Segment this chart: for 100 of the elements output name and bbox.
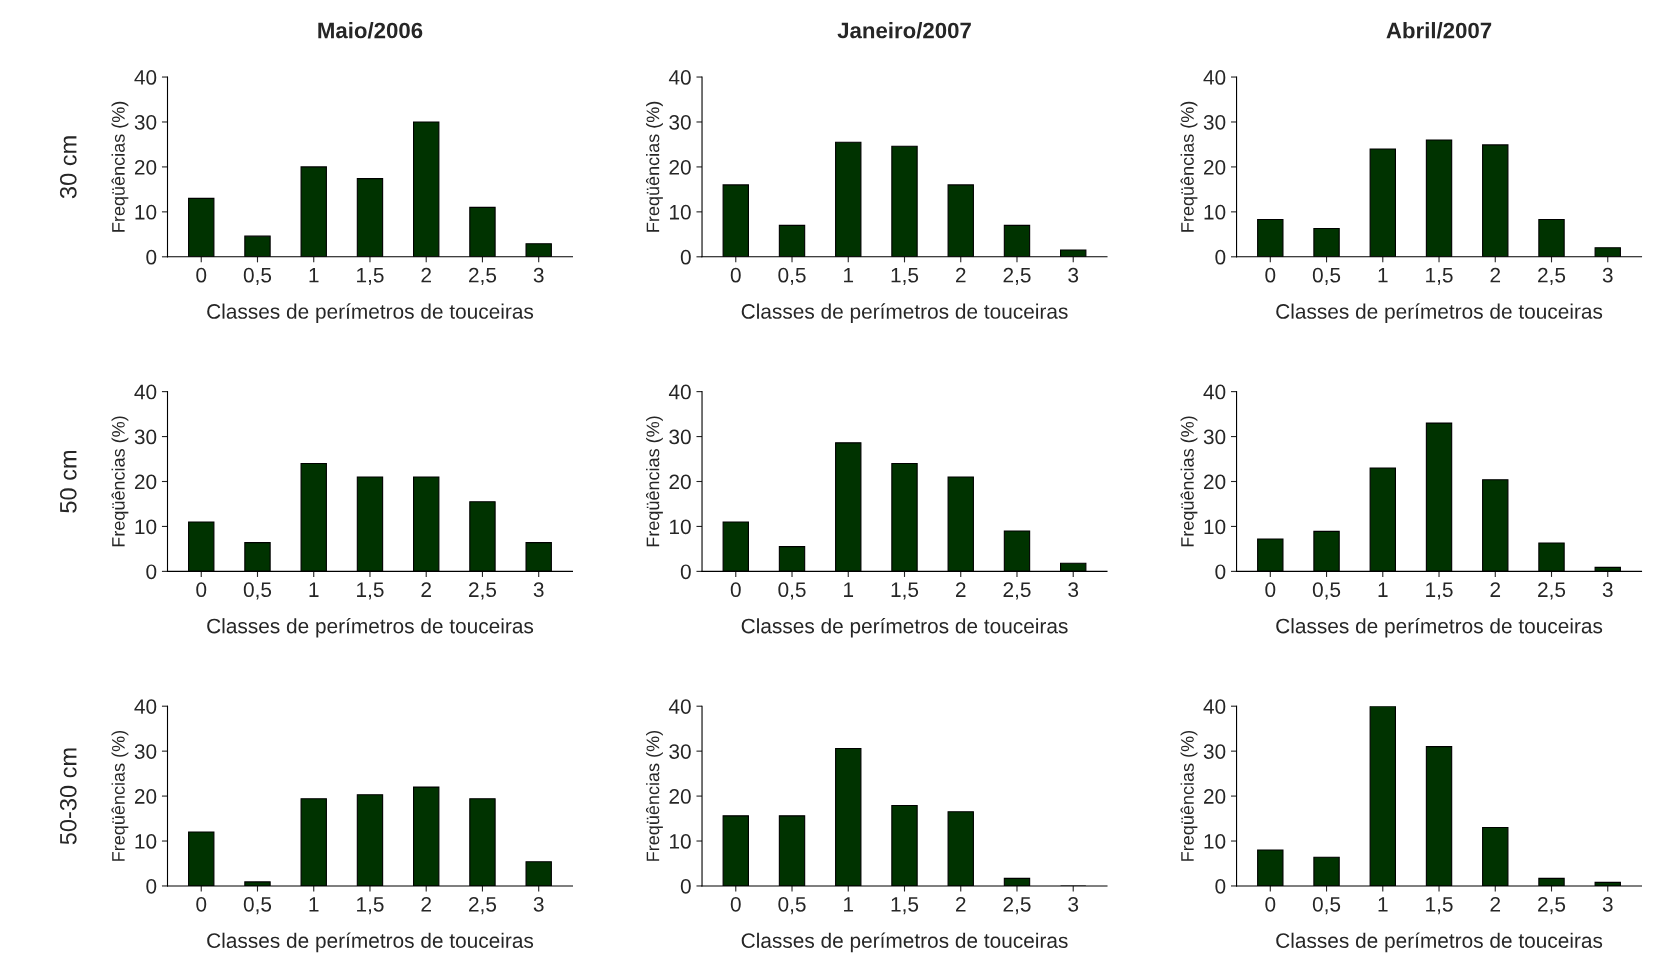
x-tick-label: 2,5 — [469, 896, 497, 915]
x-tick-label: 2 — [421, 896, 431, 912]
x-tick-label: 3 — [1602, 267, 1613, 283]
x-tick-label: 2,5 — [1538, 267, 1566, 285]
x-tick-label: 2,5 — [1003, 582, 1031, 600]
x-tick-label: 1,5 — [1426, 897, 1453, 915]
x-tick-label: 2,5 — [469, 582, 497, 600]
y-axis-title: Freqüências (%) — [111, 730, 129, 861]
y-tick-label: 20 — [669, 474, 691, 490]
y-axis-title: Freqüências (%) — [645, 101, 663, 232]
x-tick-label: 1 — [1378, 267, 1388, 283]
y-tick-label: 20 — [1204, 789, 1226, 804]
x-tick-label: 3 — [533, 582, 544, 598]
y-tick-label: 20 — [134, 474, 157, 490]
x-tick-label: 1 — [309, 897, 319, 912]
x-tick-label: 0 — [730, 582, 741, 598]
x-tick-label: 1,5 — [891, 267, 919, 285]
y-tick-label: 20 — [669, 789, 691, 804]
text: 50 cm — [59, 450, 77, 513]
y-tick-label: 40 — [668, 384, 691, 400]
x-tick-label: 3 — [1602, 896, 1613, 912]
x-tick-label: 2 — [956, 896, 966, 912]
x-tick-label: 1 — [1378, 582, 1388, 597]
x-tick-label: 2 — [1490, 267, 1501, 283]
x-tick-label: 1 — [844, 897, 854, 912]
y-tick-label: 10 — [1204, 519, 1226, 535]
x-tick-label: 1 — [1378, 897, 1388, 912]
text: 30 cm — [59, 136, 77, 199]
y-tick-label: 0 — [680, 878, 691, 894]
x-tick-label: 3 — [1602, 582, 1613, 598]
x-tick-label: 1,5 — [357, 897, 384, 915]
x-tick-label: 1,5 — [357, 267, 384, 285]
y-axis-title: Freqüências (%) — [111, 416, 129, 547]
x-tick-label: 0,5 — [778, 267, 806, 285]
y-tick-label: 40 — [668, 70, 691, 85]
y-tick-label: 30 — [669, 744, 691, 759]
x-tick-label: 1 — [844, 582, 854, 597]
x-tick-label: 1 — [309, 267, 319, 283]
y-tick-label: 30 — [1203, 429, 1226, 445]
y-tick-label: 0 — [1215, 564, 1226, 580]
x-tick-label: 1,5 — [891, 897, 919, 915]
y-axis-title: Freqüências (%) — [1180, 730, 1198, 861]
y-tick-label: 10 — [135, 834, 157, 849]
x-tick-label: 0,5 — [243, 896, 272, 915]
y-tick-label: 30 — [669, 429, 691, 445]
y-tick-label: 10 — [135, 204, 157, 220]
y-tick-label: 30 — [134, 744, 157, 759]
x-axis-title: Classes de perímetros de touceiras — [207, 932, 534, 953]
y-tick-label: 20 — [134, 789, 157, 804]
x-tick-label: 2,5 — [1003, 267, 1031, 285]
x-tick-label: 0 — [196, 267, 207, 283]
x-tick-label: 0,5 — [1312, 582, 1341, 600]
y-tick-label: 20 — [669, 159, 691, 175]
chart-title: Janeiro/2007 — [837, 22, 971, 39]
x-axis-title: Classes de perímetros de touceiras — [741, 303, 1068, 323]
y-axis-title: Freqüências (%) — [1180, 101, 1198, 232]
y-tick-label: 30 — [669, 114, 691, 130]
y-axis-title: Freqüências (%) — [111, 101, 129, 232]
y-tick-label: 10 — [670, 204, 691, 220]
y-tick-label: 10 — [135, 519, 157, 535]
y-axis-title: Freqüências (%) — [645, 730, 663, 861]
x-tick-label: 0 — [1265, 582, 1276, 598]
y-tick-label: 40 — [134, 699, 157, 714]
x-tick-label: 3 — [1068, 896, 1079, 912]
y-tick-label: 20 — [1204, 159, 1226, 175]
x-tick-label: 2 — [956, 267, 966, 283]
x-tick-label: 0 — [1265, 267, 1276, 283]
y-tick-label: 40 — [1203, 384, 1226, 400]
y-tick-label: 10 — [670, 834, 691, 849]
x-tick-label: 2 — [421, 267, 431, 283]
x-tick-label: 0,5 — [778, 582, 806, 600]
y-tick-label: 0 — [146, 564, 157, 580]
x-axis-title: Classes de perímetros de touceiras — [1276, 932, 1603, 953]
y-tick-label: 20 — [1204, 474, 1226, 490]
x-tick-label: 2 — [1490, 582, 1501, 597]
y-tick-label: 0 — [680, 249, 691, 265]
y-tick-label: 30 — [134, 114, 157, 130]
x-tick-label: 1,5 — [891, 582, 919, 600]
x-tick-label: 0,5 — [243, 267, 272, 285]
y-tick-label: 0 — [146, 878, 157, 894]
y-tick-label: 30 — [134, 429, 157, 445]
chart-title: Maio/2006 — [318, 22, 423, 39]
text: 50-30 cm — [59, 748, 77, 845]
y-tick-label: 0 — [680, 564, 691, 580]
x-tick-label: 2,5 — [1538, 896, 1566, 915]
x-axis-title: Classes de perímetros de touceiras — [1276, 303, 1603, 323]
x-axis-title: Classes de perímetros de touceiras — [741, 932, 1068, 953]
y-tick-label: 20 — [134, 159, 157, 175]
x-tick-label: 3 — [1068, 582, 1079, 598]
x-tick-label: 2,5 — [1003, 896, 1031, 915]
x-axis-title: Classes de perímetros de touceiras — [207, 617, 534, 638]
x-tick-label: 1 — [844, 267, 854, 283]
x-tick-label: 0,5 — [1312, 896, 1341, 915]
x-tick-label: 3 — [533, 267, 544, 283]
x-tick-label: 1,5 — [1426, 267, 1453, 285]
y-tick-label: 40 — [1203, 699, 1226, 714]
x-tick-label: 1 — [309, 582, 319, 597]
x-tick-label: 0 — [196, 896, 207, 912]
x-tick-label: 3 — [1068, 267, 1079, 283]
y-tick-label: 30 — [1203, 744, 1226, 759]
